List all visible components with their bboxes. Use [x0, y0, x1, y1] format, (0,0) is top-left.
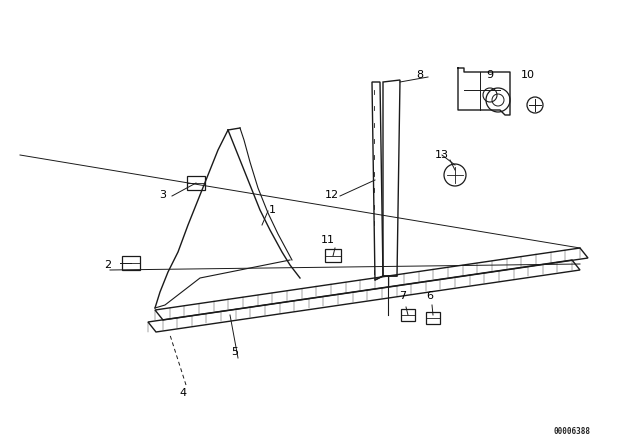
Bar [187, 176, 205, 190]
Text: 6: 6 [426, 291, 433, 301]
Text: 10: 10 [521, 70, 535, 80]
Bar [426, 312, 440, 324]
Text: 5: 5 [232, 347, 239, 357]
Text: 3: 3 [159, 190, 166, 200]
Bar [401, 309, 415, 321]
Text: 00006388: 00006388 [553, 427, 590, 436]
Bar [325, 250, 341, 263]
Text: 8: 8 [417, 70, 424, 80]
Text: 7: 7 [399, 291, 406, 301]
Bar [122, 256, 140, 270]
Text: 9: 9 [486, 70, 493, 80]
Text: 13: 13 [435, 150, 449, 160]
Text: 11: 11 [321, 235, 335, 245]
Text: 2: 2 [104, 260, 111, 270]
Text: 1: 1 [269, 205, 275, 215]
Text: 12: 12 [325, 190, 339, 200]
Text: 4: 4 [179, 388, 187, 398]
